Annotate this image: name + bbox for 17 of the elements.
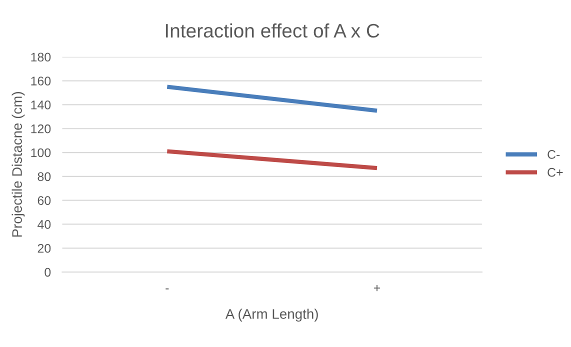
y-tick-label: 40 bbox=[38, 220, 51, 229]
y-tick-label: 160 bbox=[31, 76, 51, 86]
y-tick-label: 20 bbox=[38, 244, 51, 253]
y-tick-label: 100 bbox=[31, 148, 51, 158]
chart-title: Interaction effect of A x C bbox=[166, 23, 380, 38]
y-tick-label: 80 bbox=[38, 172, 51, 182]
x-tick-label: + bbox=[374, 285, 380, 292]
y-tick-label: 180 bbox=[31, 52, 51, 62]
legend-label: C+ bbox=[548, 168, 563, 177]
y-tick-label: 120 bbox=[31, 124, 51, 134]
x-axis-title: A (Arm Length) bbox=[225, 308, 318, 322]
y-axis-title: Projectile Distacne (cm) bbox=[12, 92, 25, 237]
x-tick-label: - bbox=[166, 288, 169, 290]
y-tick-label: 60 bbox=[38, 196, 51, 205]
y-tick-label: 140 bbox=[31, 100, 51, 110]
legend-label: C- bbox=[548, 150, 560, 159]
y-tick-label: 0 bbox=[44, 268, 51, 277]
